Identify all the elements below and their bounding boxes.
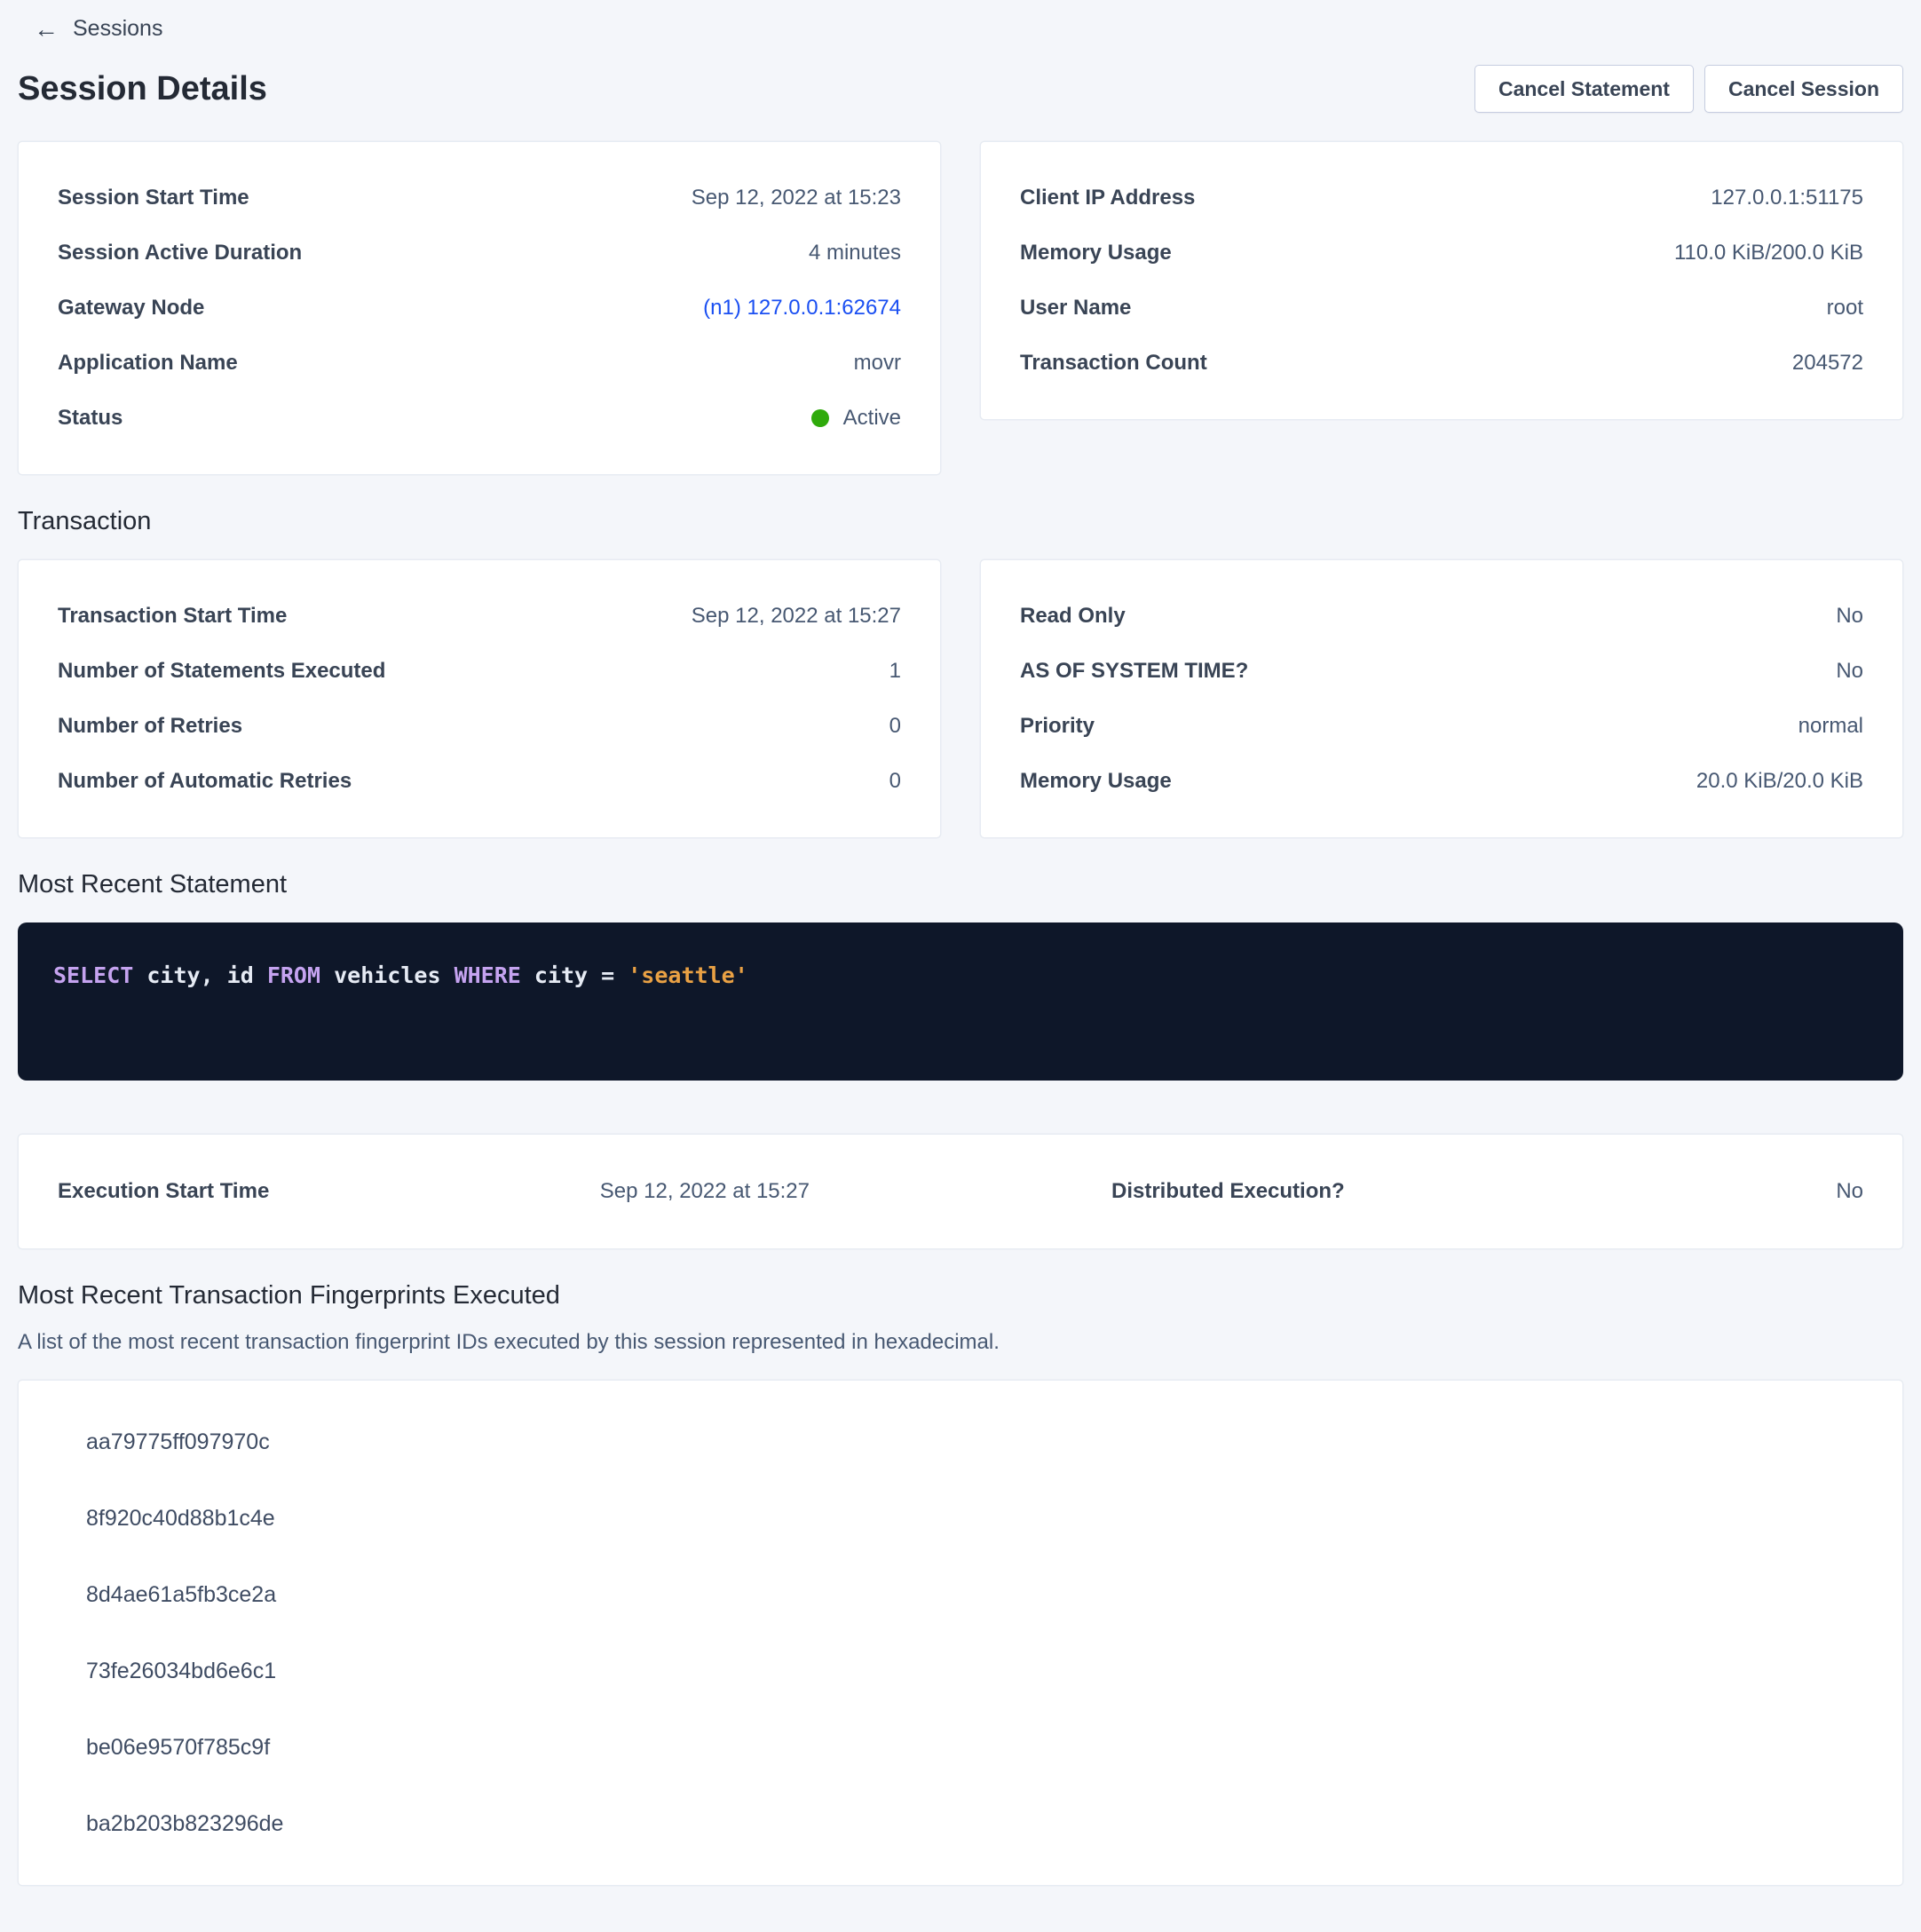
info-label: AS OF SYSTEM TIME? — [1020, 659, 1249, 683]
info-value: 110.0 KiB/200.0 KiB — [1673, 241, 1863, 265]
execution-start-time-row: Execution Start Time Sep 12, 2022 at 15:… — [58, 1179, 810, 1204]
session-info-card-left: Session Start Time Sep 12, 2022 at 15:23… — [18, 141, 941, 475]
sql-token-plain: vehicles — [320, 962, 455, 988]
read-only-row: Read Only No — [1020, 589, 1863, 644]
gateway-node-link[interactable]: (n1) 127.0.0.1:62674 — [703, 296, 901, 320]
info-label: Session Active Duration — [58, 241, 303, 265]
statement-section-title: Most Recent Statement — [18, 870, 288, 899]
info-label: Status — [58, 406, 123, 430]
page-actions: Cancel Statement Cancel Session — [1474, 65, 1903, 113]
info-value: 204572 — [1791, 351, 1863, 375]
session-info-card-right: Client IP Address 127.0.0.1:51175 Memory… — [980, 141, 1903, 420]
cancel-session-button[interactable]: Cancel Session — [1704, 65, 1903, 113]
transaction-grid: Transaction Start Time Sep 12, 2022 at 1… — [18, 559, 1903, 838]
sql-token-keyword: FROM — [266, 962, 321, 988]
txn-memory-usage-row: Memory Usage 20.0 KiB/20.0 KiB — [1020, 754, 1863, 809]
info-value: No — [1836, 604, 1863, 628]
transaction-count-row: Transaction Count 204572 — [1020, 336, 1863, 391]
status-row: Status Active — [58, 391, 901, 446]
info-label: Transaction Start Time — [58, 604, 288, 628]
session-start-time-row: Session Start Time Sep 12, 2022 at 15:23 — [58, 170, 901, 226]
fingerprint-row: aa79775ff097970c — [86, 1429, 270, 1454]
client-ip-row: Client IP Address 127.0.0.1:51175 — [1020, 170, 1863, 226]
user-name-row: User Name root — [1020, 281, 1863, 336]
sql-token-string: 'seattle' — [628, 962, 748, 988]
info-value: 1 — [889, 659, 901, 683]
sql-token-keyword: SELECT — [53, 962, 134, 988]
info-value: normal — [1798, 714, 1863, 738]
info-value: No — [1836, 659, 1863, 683]
fingerprint-row: ba2b203b823296de — [86, 1810, 284, 1836]
gateway-node-row: Gateway Node (n1) 127.0.0.1:62674 — [58, 281, 901, 336]
transaction-section-title: Transaction — [18, 507, 152, 535]
info-value: 4 minutes — [808, 241, 901, 265]
info-label: User Name — [1020, 296, 1132, 320]
info-label: Execution Start Time — [58, 1179, 270, 1203]
fingerprint-row: 73fe26034bd6e6c1 — [86, 1658, 277, 1683]
sql-statement-box: SELECT city, id FROM vehicles WHERE city… — [18, 922, 1903, 1081]
transaction-card-right: Read Only No AS OF SYSTEM TIME? No Prior… — [980, 559, 1903, 838]
info-label: Read Only — [1020, 604, 1126, 628]
distributed-execution-row: Distributed Execution? No — [1111, 1179, 1863, 1204]
info-label: Distributed Execution? — [1111, 1179, 1345, 1203]
sql-statement-text: SELECT city, id FROM vehicles WHERE city… — [53, 962, 748, 988]
memory-usage-row: Memory Usage 110.0 KiB/200.0 KiB — [1020, 226, 1863, 281]
info-label: Application Name — [58, 351, 238, 375]
session-details-page: ← Sessions Session Details Cancel Statem… — [18, 16, 1903, 1886]
as-of-system-time-row: AS OF SYSTEM TIME? No — [1020, 644, 1863, 699]
sql-token-keyword: WHERE — [454, 962, 521, 988]
automatic-retries-row: Number of Automatic Retries 0 — [58, 754, 901, 809]
info-label: Number of Statements Executed — [58, 659, 386, 683]
back-link[interactable]: ← Sessions — [34, 16, 162, 42]
priority-row: Priority normal — [1020, 699, 1863, 754]
status-badge: Active — [810, 406, 901, 431]
session-active-duration-row: Session Active Duration 4 minutes — [58, 226, 901, 281]
info-label: Memory Usage — [1020, 769, 1172, 793]
info-value: 127.0.0.1:51175 — [1711, 186, 1863, 210]
info-label: Priority — [1020, 714, 1095, 738]
page-title: Session Details — [18, 69, 267, 107]
info-label: Memory Usage — [1020, 241, 1172, 265]
statements-executed-row: Number of Statements Executed 1 — [58, 644, 901, 699]
info-value: No — [1836, 1179, 1863, 1203]
info-value: root — [1826, 296, 1863, 320]
info-value: Sep 12, 2022 at 15:27 — [599, 1179, 810, 1203]
status-value: Active — [842, 406, 901, 430]
info-label: Number of Retries — [58, 714, 243, 738]
transaction-card-left: Transaction Start Time Sep 12, 2022 at 1… — [18, 559, 941, 838]
sql-token-plain: city = — [520, 962, 628, 988]
info-value: 20.0 KiB/20.0 KiB — [1696, 769, 1863, 793]
info-label: Number of Automatic Retries — [58, 769, 352, 793]
fingerprints-description: A list of the most recent transaction fi… — [18, 1330, 1000, 1354]
fingerprint-row: 8f920c40d88b1c4e — [86, 1505, 275, 1531]
retries-row: Number of Retries 0 — [58, 699, 901, 754]
execution-card: Execution Start Time Sep 12, 2022 at 15:… — [18, 1134, 1903, 1249]
back-arrow-icon: ← — [34, 14, 59, 43]
back-link-label: Sessions — [73, 16, 163, 41]
info-value: 0 — [889, 769, 901, 793]
info-value: Sep 12, 2022 at 15:27 — [691, 604, 901, 628]
session-info-grid: Session Start Time Sep 12, 2022 at 15:23… — [18, 141, 1903, 475]
title-row: Session Details Cancel Statement Cancel … — [18, 65, 1903, 113]
fingerprints-section-title: Most Recent Transaction Fingerprints Exe… — [18, 1281, 560, 1310]
info-value: movr — [853, 351, 901, 375]
info-value: Sep 12, 2022 at 15:23 — [691, 186, 901, 210]
fingerprint-row: be06e9570f785c9f — [86, 1734, 271, 1760]
info-label: Session Start Time — [58, 186, 249, 210]
info-value: 0 — [889, 714, 901, 738]
fingerprint-row: 8d4ae61a5fb3ce2a — [86, 1581, 277, 1607]
sql-token-plain: city, id — [133, 962, 267, 988]
info-label: Transaction Count — [1020, 351, 1207, 375]
transaction-start-time-row: Transaction Start Time Sep 12, 2022 at 1… — [58, 589, 901, 644]
status-active-dot-icon — [810, 409, 829, 427]
cancel-statement-button[interactable]: Cancel Statement — [1474, 65, 1694, 113]
application-name-row: Application Name movr — [58, 336, 901, 391]
info-label: Client IP Address — [1020, 186, 1196, 210]
info-label: Gateway Node — [58, 296, 205, 320]
fingerprints-card: aa79775ff097970c 8f920c40d88b1c4e 8d4ae61a… — [18, 1380, 1903, 1886]
